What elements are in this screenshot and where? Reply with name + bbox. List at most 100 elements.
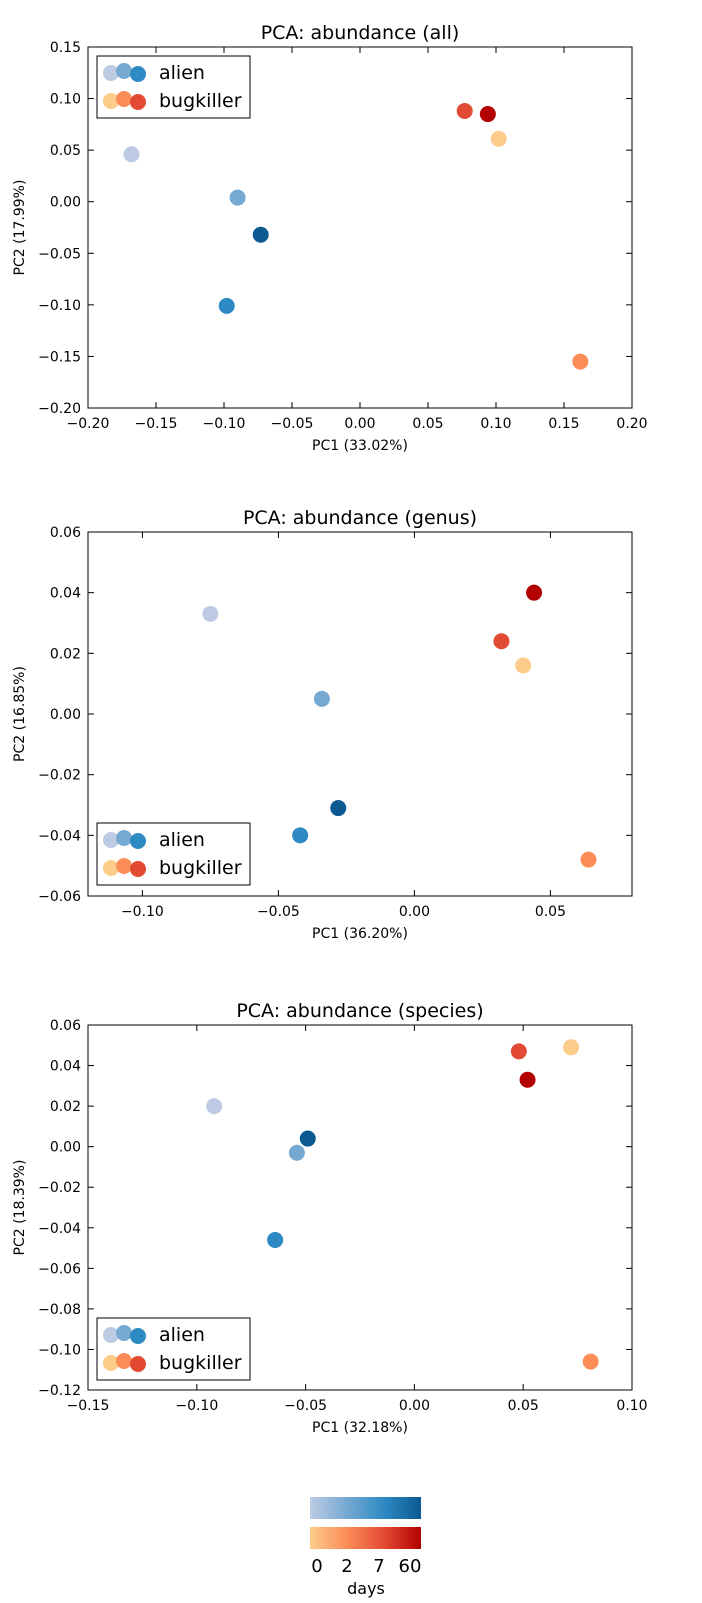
legend-marker <box>116 1353 132 1369</box>
chart-title: PCA: abundance (species) <box>236 1000 483 1022</box>
point-alien-day-60 <box>252 226 269 243</box>
legend-marker <box>116 830 132 846</box>
x-tick-label: 0.05 <box>412 416 443 432</box>
y-tick-label: −0.12 <box>38 1383 81 1399</box>
point-alien-day-60 <box>299 1130 316 1147</box>
y-tick-label: −0.15 <box>38 349 81 365</box>
point-alien-day-7 <box>292 827 309 844</box>
y-tick-label: −0.06 <box>38 1261 81 1277</box>
y-tick-label: −0.02 <box>38 1180 81 1196</box>
y-tick-label: 0.04 <box>50 1059 81 1075</box>
scatter-panel-1: PCA: abundance (all) −0.20 −0.15 −0.10 −0.05… <box>12 22 648 454</box>
y-tick-label: 0.04 <box>50 586 81 602</box>
colorbar-tick-label: 60 <box>399 1556 422 1577</box>
y-axis-label: PC2 (18.39%) <box>12 1160 28 1256</box>
legend-label: alien <box>159 62 205 84</box>
x-axis-label: PC1 (32.18%) <box>312 1420 408 1436</box>
chart-title: PCA: abundance (genus) <box>243 507 477 529</box>
y-tick-label: 0.06 <box>50 525 81 541</box>
y-tick-label: 0.15 <box>50 40 81 56</box>
point-alien-day-7 <box>218 297 235 314</box>
y-tick-label: 0.06 <box>50 1018 81 1034</box>
legend-marker <box>130 66 146 82</box>
legend-marker <box>130 1356 146 1372</box>
legend-label: bugkiller <box>159 1352 242 1374</box>
plot-frame <box>87 531 633 897</box>
legend-marker <box>130 1328 146 1344</box>
legend: alien bugkiller <box>96 822 251 886</box>
y-axis-label: PC2 (16.85%) <box>12 666 28 762</box>
point-alien-day-0 <box>123 146 140 163</box>
y-tick-label: 0.00 <box>50 707 81 723</box>
x-tick-label: −0.10 <box>121 904 164 920</box>
x-tick-label: 0.20 <box>616 416 647 432</box>
point-bugkiller-day-2 <box>582 1353 599 1370</box>
y-tick-label: 0.02 <box>50 1099 81 1115</box>
colorbar-alien <box>310 1497 421 1519</box>
y-tick-label: −0.02 <box>38 768 81 784</box>
colorbar: 0 2 7 60 days <box>310 1497 421 1598</box>
legend: alien bugkiller <box>96 55 251 119</box>
legend-marker <box>130 94 146 110</box>
point-bugkiller-day-7 <box>493 633 510 650</box>
scatter-panel-2: PCA: abundance (genus) −0.10 −0.05 0.00 0.05… <box>12 507 633 942</box>
colorbar-tick-label: 0 <box>311 1556 322 1577</box>
x-tick-label: −0.15 <box>135 416 178 432</box>
legend-label: bugkiller <box>159 90 242 112</box>
point-bugkiller-day-2 <box>580 851 597 868</box>
legend-marker <box>103 1327 119 1343</box>
point-bugkiller-day-2 <box>572 353 589 370</box>
y-tick-label: −0.04 <box>38 828 81 844</box>
scatter-panel-3: PCA: abundance (species) −0.15 −0.10 −0.05 0… <box>12 1000 648 1436</box>
x-tick-label: −0.10 <box>203 416 246 432</box>
y-tick-label: −0.08 <box>38 1302 81 1318</box>
point-bugkiller-day-7 <box>510 1043 527 1060</box>
x-tick-label: −0.05 <box>284 1398 327 1414</box>
legend-marker <box>103 832 119 848</box>
legend-marker <box>116 858 132 874</box>
legend-marker <box>116 63 132 79</box>
point-alien-day-0 <box>202 605 219 622</box>
legend-marker <box>103 65 119 81</box>
y-tick-label: 0.10 <box>50 92 81 108</box>
legend-marker <box>103 860 119 876</box>
x-tick-label: 0.05 <box>535 904 566 920</box>
colorbar-bugkiller <box>310 1527 421 1549</box>
point-alien-day-2 <box>288 1144 305 1161</box>
chart-title: PCA: abundance (all) <box>261 22 460 44</box>
x-tick-label: 0.00 <box>344 416 375 432</box>
x-tick-label: −0.10 <box>175 1398 218 1414</box>
x-tick-label: 0.00 <box>399 904 430 920</box>
y-tick-label: −0.06 <box>38 889 81 905</box>
point-alien-day-0 <box>206 1098 223 1115</box>
colorbar-tick-label: 7 <box>373 1556 384 1577</box>
x-tick-label: −0.05 <box>271 416 314 432</box>
y-tick-label: −0.04 <box>38 1221 81 1237</box>
x-tick-label: −0.20 <box>67 416 110 432</box>
legend-marker <box>130 833 146 849</box>
point-bugkiller-day-60 <box>526 584 543 601</box>
y-tick-label: −0.10 <box>38 298 81 314</box>
x-tick-label: −0.05 <box>257 904 300 920</box>
legend-marker <box>116 1325 132 1341</box>
point-alien-day-2 <box>313 690 330 707</box>
y-tick-label: −0.05 <box>38 246 81 262</box>
legend-marker <box>116 91 132 107</box>
point-bugkiller-day-60 <box>479 106 496 123</box>
x-tick-label: 0.15 <box>548 416 579 432</box>
legend-label: alien <box>159 1324 205 1346</box>
y-tick-label: 0.02 <box>50 646 81 662</box>
y-tick-label: 0.05 <box>50 143 81 159</box>
y-axis-label: PC2 (17.99%) <box>12 180 28 276</box>
point-alien-day-2 <box>229 189 246 206</box>
x-tick-label: 0.10 <box>480 416 511 432</box>
x-axis-label: PC1 (36.20%) <box>312 926 408 942</box>
plot-frame <box>87 1024 633 1391</box>
legend-marker <box>103 1355 119 1371</box>
point-bugkiller-day-0 <box>515 657 532 674</box>
point-alien-day-60 <box>330 800 347 817</box>
point-bugkiller-day-0 <box>563 1039 580 1056</box>
legend-marker <box>103 93 119 109</box>
y-tick-label: 0.00 <box>50 195 81 211</box>
